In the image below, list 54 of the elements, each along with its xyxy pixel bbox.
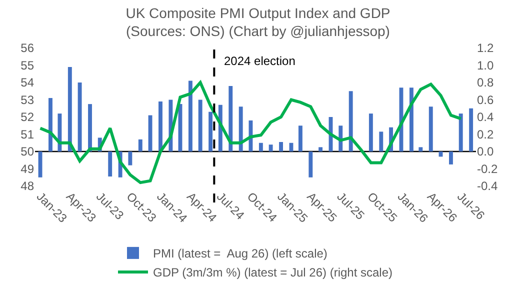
bar bbox=[138, 139, 142, 152]
bar bbox=[108, 152, 112, 177]
chart-title: UK Composite PMI Output Index and GDP bbox=[126, 4, 390, 21]
line-series bbox=[38, 81, 462, 184]
bar bbox=[158, 101, 162, 152]
bar bbox=[428, 106, 433, 152]
bar bbox=[279, 142, 283, 152]
y2-tick-label: -0.4 bbox=[477, 179, 498, 194]
bar bbox=[318, 147, 323, 152]
y-tick-label: 54 bbox=[20, 76, 34, 90]
y-tick-label: 49 bbox=[20, 162, 34, 176]
bar bbox=[458, 114, 463, 152]
y2-tick-label: 1.2 bbox=[477, 41, 494, 56]
y2-tick-label: 0.8 bbox=[477, 76, 494, 90]
bar bbox=[78, 82, 82, 152]
bar bbox=[268, 144, 273, 152]
y-tick-label: 48 bbox=[20, 179, 34, 194]
bar bbox=[238, 106, 243, 152]
y-tick-label: 55 bbox=[20, 58, 34, 72]
y-tick-label: 56 bbox=[20, 41, 34, 56]
bar bbox=[48, 98, 52, 152]
bar bbox=[308, 152, 313, 178]
y2-tick-label: 0.2 bbox=[477, 127, 494, 142]
y2-tick-label: 1.0 bbox=[477, 58, 494, 72]
y-tick-label: 51 bbox=[20, 127, 34, 142]
bar bbox=[88, 104, 92, 152]
y2-tick-label: 0.4 bbox=[477, 110, 494, 124]
y2-tick-label: -0.2 bbox=[477, 162, 498, 176]
ref-line-label: 2024 election bbox=[224, 54, 296, 68]
bar bbox=[469, 108, 474, 152]
chart-subtitle: (Sources: ONS) (Chart by @julianhjessop) bbox=[126, 23, 390, 40]
legend-label: PMI (latest = Aug 26) (left scale) bbox=[153, 246, 328, 261]
y-tick-label: 52 bbox=[20, 110, 34, 124]
bar bbox=[258, 142, 263, 152]
bar bbox=[228, 86, 233, 152]
bar bbox=[38, 152, 42, 178]
y-tick-label: 53 bbox=[20, 92, 34, 107]
bar bbox=[409, 88, 414, 152]
legend-label: GDP (3m/3m %) (latest = Jul 26) (right scale) bbox=[153, 266, 393, 280]
bar bbox=[198, 100, 202, 152]
y-tick-label: 50 bbox=[20, 144, 34, 159]
bar bbox=[448, 152, 453, 164]
bar bbox=[208, 112, 213, 152]
y2-tick-label: 0.6 bbox=[477, 92, 494, 107]
bar bbox=[68, 66, 72, 152]
bar bbox=[379, 132, 384, 152]
bar bbox=[128, 152, 132, 166]
bar bbox=[148, 115, 152, 152]
bar bbox=[188, 80, 192, 152]
bar bbox=[298, 126, 302, 152]
bar bbox=[418, 147, 423, 152]
y2-tick-label: 0.0 bbox=[477, 144, 494, 159]
bar bbox=[348, 91, 353, 152]
bar bbox=[368, 114, 373, 152]
